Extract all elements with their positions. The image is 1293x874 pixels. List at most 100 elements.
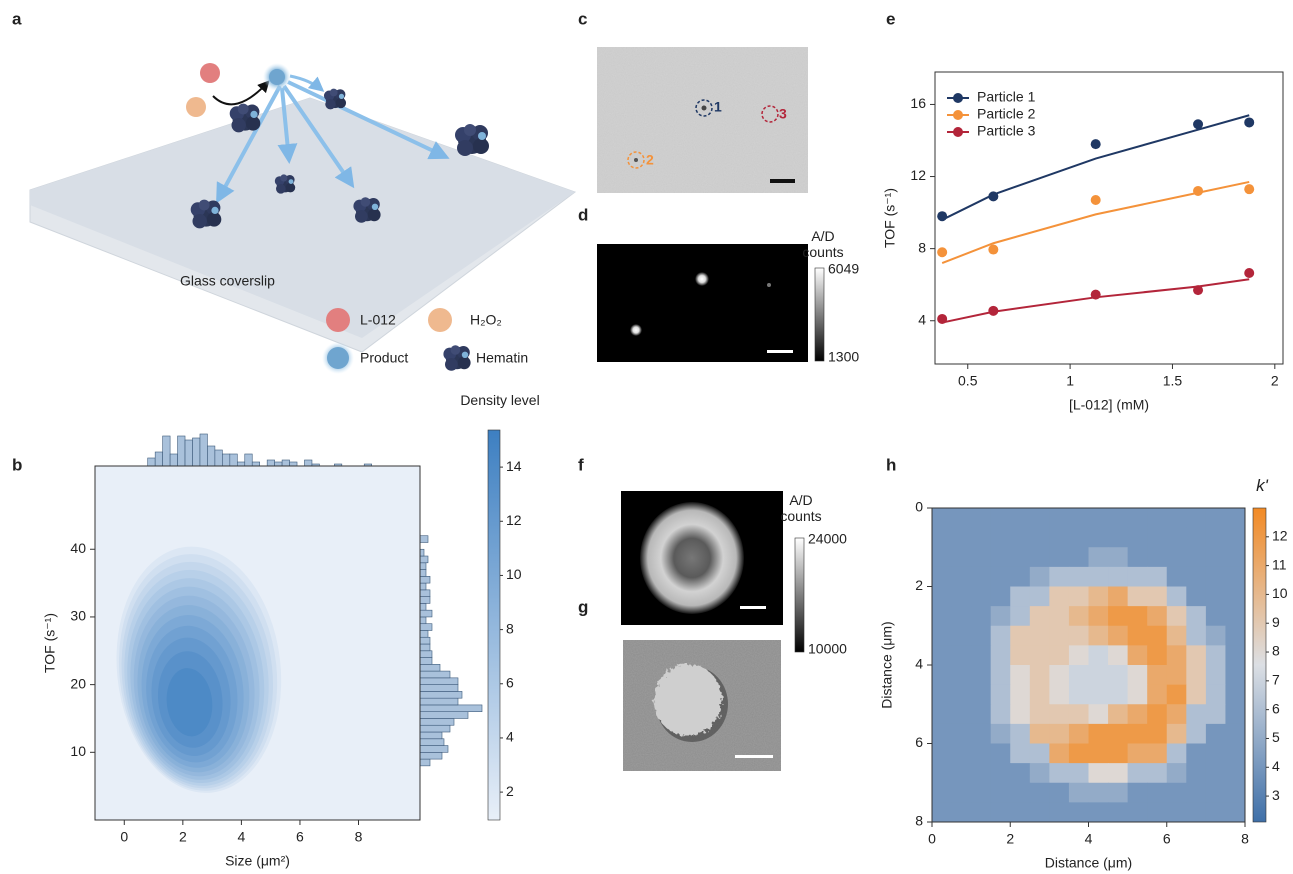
y-tick-label: 30 — [70, 608, 86, 624]
heatmap-cell — [1030, 567, 1050, 587]
micrograph-d: 6049 1300 — [597, 244, 859, 365]
heatmap-cell — [1049, 763, 1069, 783]
heatmap-cell — [1167, 547, 1187, 567]
heatmap-cell — [1225, 783, 1245, 803]
colorbar-title: A/D counts — [800, 228, 846, 260]
heatmap-cell — [932, 704, 952, 724]
data-point — [1244, 184, 1254, 194]
heatmap-cell — [1049, 626, 1069, 646]
colorbar-tick-label: 2 — [506, 783, 514, 799]
top-histogram-bar — [185, 440, 192, 466]
colorbar-tick-label: 6 — [1272, 700, 1280, 716]
data-point — [1193, 119, 1203, 129]
heatmap-cell — [1010, 783, 1030, 803]
legend-label: Particle 3 — [977, 123, 1036, 139]
legend-marker — [953, 93, 963, 103]
heatmap-cell — [991, 783, 1011, 803]
heatmap-cell — [952, 704, 972, 724]
legend-label: H₂O₂ — [470, 312, 502, 328]
y-tick-label: 8 — [918, 239, 926, 255]
right-histogram-bar — [420, 705, 482, 712]
heatmap-cell — [991, 685, 1011, 705]
particle — [634, 158, 638, 162]
heatmap-cell — [932, 508, 952, 528]
emission-spot — [767, 283, 771, 287]
heatmap-cell — [1069, 802, 1089, 822]
heatmap-cell — [1089, 508, 1109, 528]
heatmap-cell — [1167, 783, 1187, 803]
right-histogram-bar — [420, 759, 430, 766]
right-histogram-bar — [420, 725, 450, 732]
colorbar-tick-label: 4 — [506, 729, 514, 745]
heatmap-cell — [932, 685, 952, 705]
heatmap-cell — [1069, 744, 1089, 764]
heatmap-cell — [1010, 606, 1030, 626]
heatmap-cell — [1030, 606, 1050, 626]
heatmap-cell — [1186, 665, 1206, 685]
heatmap-cell — [1010, 665, 1030, 685]
heatmap-cell — [1010, 547, 1030, 567]
heatmap-cell — [1225, 528, 1245, 548]
right-histogram-bar — [420, 630, 428, 637]
legend-label: L-012 — [360, 312, 396, 328]
heatmap-cell — [1147, 528, 1167, 548]
reaction-arrow — [213, 82, 268, 104]
right-histogram-bar — [420, 583, 426, 590]
y-tick-label: 10 — [70, 743, 86, 759]
heatmap-cell — [1128, 528, 1148, 548]
heatmap-cell — [991, 567, 1011, 587]
heatmap-cell — [991, 508, 1011, 528]
scale-bar — [740, 606, 766, 609]
x-axis-label: Distance (μm) — [1045, 855, 1132, 871]
heatmap-cell — [991, 744, 1011, 764]
heatmap-cell — [971, 665, 991, 685]
legend-marker — [953, 110, 963, 120]
heatmap-cell — [1206, 802, 1226, 822]
top-histogram-bar — [252, 462, 259, 466]
emission-spot — [630, 324, 642, 336]
heatmap-cell — [932, 783, 952, 803]
particle — [654, 664, 722, 736]
fit-line — [942, 279, 1249, 322]
heatmap-cell — [1225, 802, 1245, 822]
heatmap-cell — [971, 763, 991, 783]
heatmap-cell — [952, 547, 972, 567]
heatmap-cell — [1206, 724, 1226, 744]
particle-emission — [640, 502, 744, 614]
data-point — [1244, 117, 1254, 127]
y-tick-label: 4 — [918, 311, 926, 327]
heatmap-cell — [991, 587, 1011, 607]
heatmap-cell — [971, 626, 991, 646]
heatmap-cell — [1167, 763, 1187, 783]
heatmap-cell — [952, 783, 972, 803]
colorbar-tick-label: 24000 — [808, 531, 847, 547]
heatmap-cell — [1128, 724, 1148, 744]
top-histogram-bar — [230, 454, 237, 466]
legend-label: Particle 2 — [977, 106, 1036, 122]
heatmap-cell — [1206, 567, 1226, 587]
right-histogram-bar — [420, 617, 426, 624]
heatmap-cell — [1167, 567, 1187, 587]
heatmap-cell — [932, 724, 952, 744]
heatmap-cell — [971, 547, 991, 567]
heatmap-cell — [1167, 626, 1187, 646]
heatmap-cell — [1049, 685, 1069, 705]
y-tick-label: 20 — [70, 675, 86, 691]
data-point — [1091, 139, 1101, 149]
x-tick-label: 0 — [928, 831, 936, 847]
right-histogram-bar — [420, 597, 430, 604]
heatmap-cell — [952, 665, 972, 685]
hematin — [353, 197, 380, 223]
heatmap-cell — [952, 587, 972, 607]
heatmap-cell — [1186, 802, 1206, 822]
heatmap-cell — [1225, 547, 1245, 567]
heatmap-cell — [1010, 626, 1030, 646]
heatmap-cell — [1147, 626, 1167, 646]
heatmap-cell — [952, 606, 972, 626]
colorbar-tick-label: 3 — [1272, 787, 1280, 803]
heatmap-cell — [1108, 802, 1128, 822]
heatmap-cell — [971, 587, 991, 607]
heatmap-cell — [932, 528, 952, 548]
right-histogram-bar — [420, 563, 426, 570]
heatmap-cell — [952, 626, 972, 646]
